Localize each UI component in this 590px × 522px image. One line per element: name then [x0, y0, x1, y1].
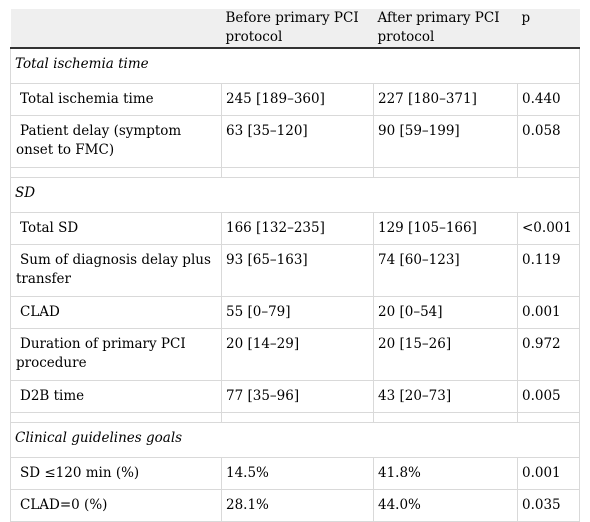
section-title: Total ischemia time [10, 48, 580, 84]
row-label: SD ≤120 min (%) [10, 457, 222, 490]
p-value: 0.001 [517, 457, 580, 490]
section-title: SD [10, 177, 580, 213]
p-value: 0.119 [517, 244, 580, 297]
p-value: 0.972 [517, 328, 580, 381]
after-value: 90 [59–199] [373, 115, 518, 168]
section-gap [10, 412, 580, 423]
after-value: 20 [15–26] [373, 328, 518, 381]
section-title: Clinical guidelines goals [10, 422, 580, 458]
after-value: 227 [180–371] [373, 83, 518, 116]
table-row: Sum of diagnosis delay plus transfer 93 … [10, 244, 580, 297]
p-value: 0.001 [517, 296, 580, 329]
row-label: D2B time [10, 380, 222, 413]
header-row: Before primary PCI protocol After primar… [10, 9, 580, 49]
header-after-column: After primary PCI protocol [373, 9, 518, 49]
p-value: 0.058 [517, 115, 580, 168]
p-value: 0.005 [517, 380, 580, 413]
row-label: Duration of primary PCI procedure [10, 328, 222, 381]
header-p-column: p [517, 9, 580, 49]
p-value: <0.001 [517, 212, 580, 245]
row-label: Total SD [10, 212, 222, 245]
after-value: 43 [20–73] [373, 380, 518, 413]
before-value: 63 [35–120] [221, 115, 374, 168]
after-value: 44.0% [373, 489, 518, 522]
table-row: CLAD=0 (%) 28.1% 44.0% 0.035 [10, 489, 580, 522]
delay-comparison-table: Before primary PCI protocol After primar… [10, 9, 580, 522]
row-label: Patient delay (symptom onset to FMC) [10, 115, 222, 168]
row-label: Sum of diagnosis delay plus transfer [10, 244, 222, 297]
section-gap [10, 167, 580, 178]
header-before-column: Before primary PCI protocol [221, 9, 374, 49]
before-value: 93 [65–163] [221, 244, 374, 297]
after-value: 74 [60–123] [373, 244, 518, 297]
before-value: 20 [14–29] [221, 328, 374, 381]
header-label-column [10, 9, 222, 49]
before-value: 77 [35–96] [221, 380, 374, 413]
table-row: D2B time 77 [35–96] 43 [20–73] 0.005 [10, 380, 580, 413]
table-header: Before primary PCI protocol After primar… [10, 9, 580, 49]
row-label: CLAD=0 (%) [10, 489, 222, 522]
table-row: Total SD 166 [132–235] 129 [105–166] <0.… [10, 212, 580, 245]
table-row: Total ischemia time 245 [189–360] 227 [1… [10, 83, 580, 116]
p-value: 0.035 [517, 489, 580, 522]
before-value: 55 [0–79] [221, 296, 374, 329]
before-value: 14.5% [221, 457, 374, 490]
after-value: 129 [105–166] [373, 212, 518, 245]
delay-comparison-table-container: Before primary PCI protocol After primar… [10, 9, 580, 522]
row-label: CLAD [10, 296, 222, 329]
table-row: CLAD 55 [0–79] 20 [0–54] 0.001 [10, 296, 580, 329]
table-row: Duration of primary PCI procedure 20 [14… [10, 328, 580, 381]
table-row: Patient delay (symptom onset to FMC) 63 … [10, 115, 580, 168]
section-row-sd: SD [10, 177, 580, 213]
section-row-total-ischemia: Total ischemia time [10, 48, 580, 84]
before-value: 166 [132–235] [221, 212, 374, 245]
before-value: 28.1% [221, 489, 374, 522]
after-value: 41.8% [373, 457, 518, 490]
section-row-clinical-goals: Clinical guidelines goals [10, 422, 580, 458]
table-row: SD ≤120 min (%) 14.5% 41.8% 0.001 [10, 457, 580, 490]
before-value: 245 [189–360] [221, 83, 374, 116]
row-label: Total ischemia time [10, 83, 222, 116]
p-value: 0.440 [517, 83, 580, 116]
after-value: 20 [0–54] [373, 296, 518, 329]
